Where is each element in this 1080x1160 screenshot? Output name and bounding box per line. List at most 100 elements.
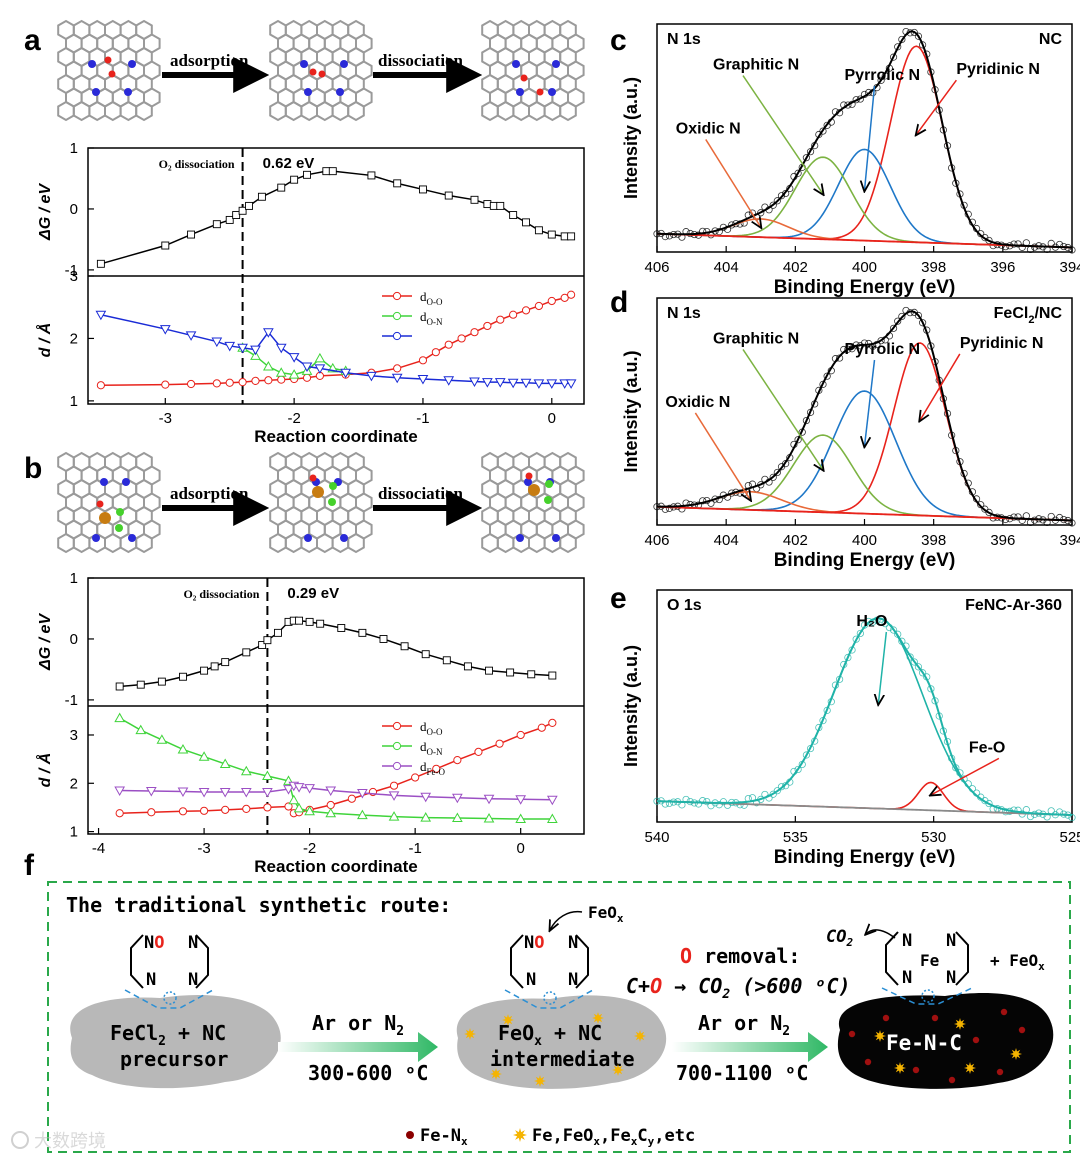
data-point: [918, 41, 927, 49]
distance-point: [534, 301, 544, 311]
data-point: [844, 101, 852, 109]
distance-curve: [100, 294, 572, 387]
nitrogen-atom: [122, 478, 130, 486]
co2-release-arrow: [866, 930, 896, 939]
arrow2-gas-label: Ar or N2: [698, 1011, 790, 1039]
distance-point: [391, 373, 403, 384]
peak-label: Graphitic N: [713, 57, 799, 74]
y-axis-title: Intensity (a.u.): [621, 350, 641, 472]
distance-point: [301, 362, 313, 373]
distance-point: [357, 809, 368, 820]
energy-point: [534, 226, 543, 235]
nitrogen-atom: [124, 88, 132, 96]
distance-point: [340, 368, 352, 379]
arrow1-temperature: 300-600 ᵒC: [308, 1061, 428, 1085]
energy-point: [303, 170, 311, 179]
distance-point: [284, 802, 293, 811]
x-tick-label: -1: [416, 410, 429, 427]
data-point: [894, 317, 902, 325]
peak-label-arrow: [742, 348, 823, 469]
data-point: [699, 797, 707, 805]
chlorine-atom: [544, 496, 552, 504]
feox-particle: [534, 1075, 546, 1087]
data-point: [823, 372, 831, 380]
carbon-ring: [57, 532, 75, 554]
x-axis-title: Binding Energy (eV): [774, 550, 956, 571]
distance-curve: [100, 313, 572, 385]
distance-point: [521, 306, 531, 315]
fe-species-particle: [954, 1018, 966, 1030]
fenc-label: Fe-N-C: [886, 1031, 962, 1055]
energy-point: [136, 680, 145, 689]
x-tick-label: 400: [852, 532, 877, 549]
lattice-image-adsorbed: [269, 19, 373, 122]
data-point: [889, 324, 898, 332]
legend-label: dO-O: [420, 289, 443, 307]
energy-point: [485, 666, 493, 675]
distance-point: [474, 747, 483, 756]
panel-label-e: e: [610, 582, 627, 615]
precursor-label-line2: precursor: [120, 1047, 228, 1071]
x-tick-label: 394: [1059, 532, 1080, 549]
distance-point: [507, 378, 519, 389]
fe-species-particle: [964, 1062, 976, 1074]
distance-point: [469, 377, 480, 388]
energy-point: [367, 171, 376, 180]
panel-label-a: a: [24, 24, 41, 57]
distance-point: [242, 804, 251, 813]
y-axis-title-distance: d / Å: [35, 323, 54, 358]
distance-point: [388, 811, 400, 821]
anchor-circle: [543, 991, 557, 1005]
nitrogen-atom: [300, 60, 308, 68]
distance-point: [263, 328, 274, 338]
distance-point: [262, 787, 273, 798]
x-tick-label: 398: [921, 532, 946, 549]
distance-point: [275, 367, 287, 377]
data-point: [914, 311, 923, 320]
fe-nx-site: [948, 1076, 956, 1084]
distance-point: [198, 751, 210, 761]
fe-nx-site: [882, 1014, 890, 1022]
carbon-ring: [135, 100, 153, 122]
data-point: [910, 658, 918, 666]
x-tick-label: -1: [408, 840, 421, 857]
feox-particle: [612, 1064, 624, 1076]
distance-point: [240, 765, 252, 776]
nitrogen-atom: [88, 60, 96, 68]
distance-point: [156, 734, 168, 744]
distance-point: [496, 315, 505, 324]
n-label: N: [568, 933, 578, 953]
anchor-circle: [163, 991, 177, 1005]
distance-point: [114, 786, 126, 797]
data-point: [1018, 243, 1026, 251]
x-axis-title: Binding Energy (eV): [774, 277, 956, 298]
carbon-ring: [119, 100, 138, 122]
carbon-ring: [135, 532, 153, 554]
process-arrow-2: [672, 1032, 828, 1062]
energy-point: [506, 668, 515, 677]
data-point: [889, 53, 898, 61]
data-point: [1047, 239, 1055, 248]
distance-point: [250, 350, 261, 360]
energy-point: [444, 191, 453, 200]
energy-point: [483, 200, 492, 209]
feox-label: FeOx: [588, 903, 624, 925]
dissociation-label-b: dissociation: [378, 484, 464, 503]
nitrogen-atom: [304, 88, 312, 96]
oxygen-atom: [520, 74, 528, 82]
data-point: [782, 782, 790, 790]
n-label: N: [568, 970, 578, 990]
distance-point: [325, 786, 337, 797]
component-peak: [656, 148, 1073, 249]
chlorine-atom: [328, 498, 336, 506]
plus-feox-label: + FeOx: [990, 951, 1045, 973]
legend-marker: [392, 311, 402, 321]
n-label: N: [946, 968, 956, 988]
nitrogen-atom: [516, 534, 524, 542]
peak-label-arrow: [878, 631, 888, 704]
carbon-ring: [512, 100, 530, 122]
chart-b-energy-and-distance: -1 0 1 1 2 3 -4 -3 -2 -1 0 Reaction coordinate ΔG / …: [35, 570, 585, 876]
distance-point: [546, 379, 558, 389]
y-axis-title-energy: ΔG / eV: [37, 613, 54, 671]
sample-tail: /NC: [1034, 305, 1062, 322]
